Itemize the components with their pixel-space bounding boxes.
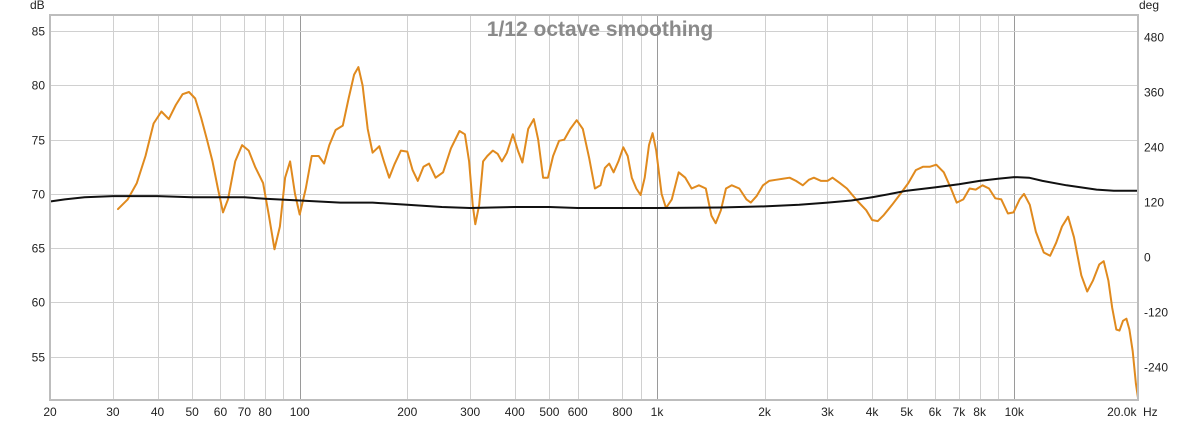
x-tick-label: 600 xyxy=(568,405,588,419)
chart-title: 1/12 octave smoothing xyxy=(487,18,713,41)
y-tick-label: 60 xyxy=(32,296,46,310)
reference-line xyxy=(49,176,1139,209)
tick-labels: 55 60 65 70 75 80 85 -240 -120 0 120 240 360 480 20 30 4… xyxy=(32,25,1169,420)
x-tick-label: 4k xyxy=(866,405,880,419)
y2-tick-label: 240 xyxy=(1144,141,1164,155)
x-tick-label: 100 xyxy=(290,405,310,419)
plot-series xyxy=(49,66,1139,399)
y-axis-unit-label: dB xyxy=(30,0,45,12)
y2-tick-label: 120 xyxy=(1144,196,1164,210)
x-tick-label: 300 xyxy=(460,405,480,419)
y-tick-label: 70 xyxy=(32,188,46,202)
x-tick-label: 40 xyxy=(151,405,165,419)
y-tick-label: 55 xyxy=(32,351,46,365)
x-tick-label: 8k xyxy=(973,405,987,419)
y2-tick-label: 480 xyxy=(1144,31,1164,45)
x-tick-label: 400 xyxy=(505,405,525,419)
y-tick-label: 75 xyxy=(32,134,46,148)
x-tick-label: 5k xyxy=(900,405,914,419)
y-tick-label: 85 xyxy=(32,25,46,39)
x-tick-label: 800 xyxy=(612,405,632,419)
x-tick-label: 30 xyxy=(106,405,120,419)
x-tick-label: 200 xyxy=(397,405,417,419)
x-tick-label: 6k xyxy=(929,405,943,419)
smoothed-response-line xyxy=(117,66,1139,399)
x-tick-label: 3k xyxy=(821,405,835,419)
x-tick-label: 10k xyxy=(1005,405,1025,419)
y2-axis-unit-label: deg xyxy=(1139,0,1159,12)
y2-tick-label: 0 xyxy=(1144,251,1151,265)
y2-tick-label: 360 xyxy=(1144,86,1164,100)
x-tick-label: 20.0k xyxy=(1107,405,1137,419)
x-tick-label: 70 xyxy=(238,405,252,419)
x-tick-label: 60 xyxy=(214,405,228,419)
y2-tick-label: -120 xyxy=(1144,306,1168,320)
x-tick-label: 1k xyxy=(651,405,665,419)
x-axis-unit-label: Hz xyxy=(1143,405,1158,419)
y-tick-label: 80 xyxy=(32,79,46,93)
x-tick-label: 500 xyxy=(539,405,559,419)
y-tick-label: 65 xyxy=(32,242,46,256)
x-tick-label: 20 xyxy=(43,405,57,419)
x-tick-label: 7k xyxy=(953,405,967,419)
plot-frame xyxy=(49,14,1139,401)
y2-tick-label: -240 xyxy=(1144,361,1168,375)
x-tick-label: 2k xyxy=(758,405,772,419)
x-tick-label: 50 xyxy=(185,405,199,419)
x-tick-label: 80 xyxy=(258,405,272,419)
